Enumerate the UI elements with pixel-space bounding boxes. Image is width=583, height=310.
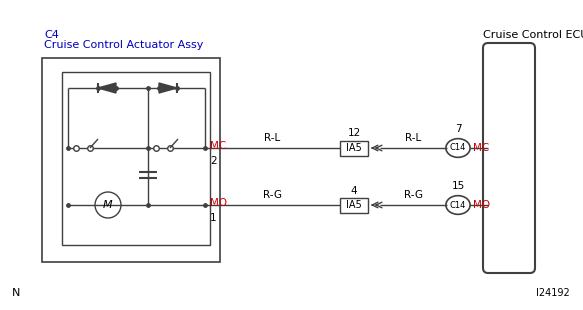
Circle shape xyxy=(95,192,121,218)
Text: MC: MC xyxy=(473,143,489,153)
Text: R-L: R-L xyxy=(264,133,280,143)
Text: C14: C14 xyxy=(450,144,466,153)
Text: C4: C4 xyxy=(44,30,59,40)
Text: MO: MO xyxy=(210,198,227,208)
Text: IA5: IA5 xyxy=(346,200,362,210)
Text: 7: 7 xyxy=(455,124,461,134)
Ellipse shape xyxy=(446,196,470,214)
Text: 2: 2 xyxy=(210,156,217,166)
Text: R-L: R-L xyxy=(405,133,422,143)
Text: 4: 4 xyxy=(351,185,357,196)
Text: MC: MC xyxy=(210,141,226,151)
Text: 15: 15 xyxy=(451,181,465,191)
Text: R-G: R-G xyxy=(263,190,282,200)
Text: I24192: I24192 xyxy=(536,288,570,298)
Polygon shape xyxy=(98,83,116,93)
Text: N: N xyxy=(12,288,20,298)
Bar xyxy=(42,58,220,262)
Bar xyxy=(340,140,368,156)
Text: IA5: IA5 xyxy=(346,143,362,153)
Text: MO: MO xyxy=(473,200,490,210)
Ellipse shape xyxy=(446,139,470,157)
Text: C14: C14 xyxy=(450,201,466,210)
Bar xyxy=(62,72,210,245)
Text: 1: 1 xyxy=(210,213,217,223)
Text: Cruise Control ECU Assy: Cruise Control ECU Assy xyxy=(483,30,583,40)
Text: 12: 12 xyxy=(347,129,361,139)
Bar xyxy=(340,197,368,212)
Text: Cruise Control Actuator Assy: Cruise Control Actuator Assy xyxy=(44,40,203,50)
Polygon shape xyxy=(159,83,177,93)
Text: R-G: R-G xyxy=(404,190,423,200)
Text: M: M xyxy=(103,200,113,210)
